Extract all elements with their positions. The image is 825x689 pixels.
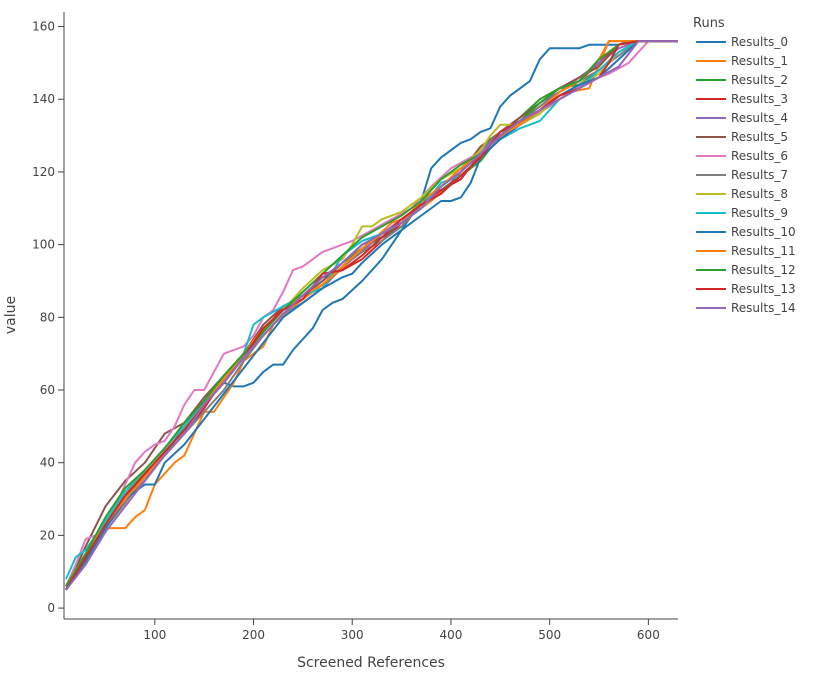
legend-item[interactable]: Results_5 xyxy=(696,130,788,144)
y-tick-label: 120 xyxy=(32,165,55,179)
series-line-results-0 xyxy=(65,40,678,587)
legend-item[interactable]: Results_10 xyxy=(696,225,796,239)
legend-item[interactable]: Results_1 xyxy=(696,54,788,68)
plot-area xyxy=(65,40,678,591)
y-tick-label: 20 xyxy=(40,528,55,542)
legend-label: Results_6 xyxy=(731,149,788,163)
series-line-results-12 xyxy=(65,40,678,587)
y-tick-label: 160 xyxy=(32,20,55,34)
legend-item[interactable]: Results_6 xyxy=(696,149,788,163)
legend-label: Results_8 xyxy=(731,187,788,201)
legend-label: Results_12 xyxy=(731,263,796,277)
y-axis-title: value xyxy=(3,296,19,334)
legend-label: Results_11 xyxy=(731,244,796,258)
legend-label: Results_2 xyxy=(731,73,788,87)
legend-label: Results_1 xyxy=(731,54,788,68)
legend-label: Results_13 xyxy=(731,282,796,296)
legend-title: Runs xyxy=(693,16,725,31)
legend-label: Results_14 xyxy=(731,301,796,315)
x-tick-label: 600 xyxy=(637,628,660,642)
legend-item[interactable]: Results_2 xyxy=(696,73,788,87)
legend-label: Results_7 xyxy=(731,168,788,182)
y-tick-label: 60 xyxy=(40,383,55,397)
legend-label: Results_0 xyxy=(731,35,788,49)
legend-item[interactable]: Results_8 xyxy=(696,187,788,201)
series-line-results-5 xyxy=(65,40,678,591)
axes: 100 200 300 400 500 600 0 20 40 60 80 100 120 140 160 xyxy=(32,12,678,642)
legend-label: Results_9 xyxy=(731,206,788,220)
series-line-results-3 xyxy=(65,40,678,591)
x-ticks: 100 200 300 400 500 600 xyxy=(143,619,660,642)
series-line-results-13 xyxy=(65,40,678,591)
series-line-results-6 xyxy=(65,40,678,587)
series-line-results-2 xyxy=(65,40,678,587)
series-line-results-10 xyxy=(65,40,678,591)
series-line-results-4 xyxy=(65,40,678,587)
legend-item[interactable]: Results_3 xyxy=(696,92,788,106)
series-line-results-11 xyxy=(65,40,678,587)
series-line-results-8 xyxy=(65,40,678,587)
y-tick-label: 0 xyxy=(47,601,55,615)
x-tick-label: 200 xyxy=(242,628,265,642)
legend-label: Results_5 xyxy=(731,130,788,144)
y-tick-label: 100 xyxy=(32,238,55,252)
legend-item[interactable]: Results_4 xyxy=(696,111,788,125)
legend-item[interactable]: Results_13 xyxy=(696,282,796,296)
x-axis-title: Screened References xyxy=(297,655,445,671)
series-line-results-9 xyxy=(65,40,678,580)
legend-label: Results_10 xyxy=(731,225,796,239)
legend-item[interactable]: Results_0 xyxy=(696,35,788,49)
legend-item[interactable]: Results_9 xyxy=(696,206,788,220)
series-line-results-14 xyxy=(65,40,678,591)
legend-items: Results_0 Results_1 Results_2 Results_3 Resu… xyxy=(696,35,796,315)
legend-label: Results_3 xyxy=(731,92,788,106)
legend-item[interactable]: Results_12 xyxy=(696,263,796,277)
series-line-results-7 xyxy=(65,40,678,591)
legend-item[interactable]: Results_7 xyxy=(696,168,788,182)
legend-item[interactable]: Results_11 xyxy=(696,244,796,258)
y-ticks: 0 20 40 60 80 100 120 140 160 xyxy=(32,20,64,615)
x-tick-label: 500 xyxy=(538,628,561,642)
y-tick-label: 40 xyxy=(40,456,55,470)
y-tick-label: 140 xyxy=(32,92,55,106)
legend-item[interactable]: Results_14 xyxy=(696,301,796,315)
series-line-results-1 xyxy=(65,40,678,587)
legend: Runs Results_0Results_1Results_2Results_… xyxy=(693,16,796,315)
y-tick-label: 80 xyxy=(40,310,55,324)
x-tick-label: 100 xyxy=(143,628,166,642)
x-tick-label: 400 xyxy=(440,628,463,642)
legend-label: Results_4 xyxy=(731,111,788,125)
x-tick-label: 300 xyxy=(341,628,364,642)
